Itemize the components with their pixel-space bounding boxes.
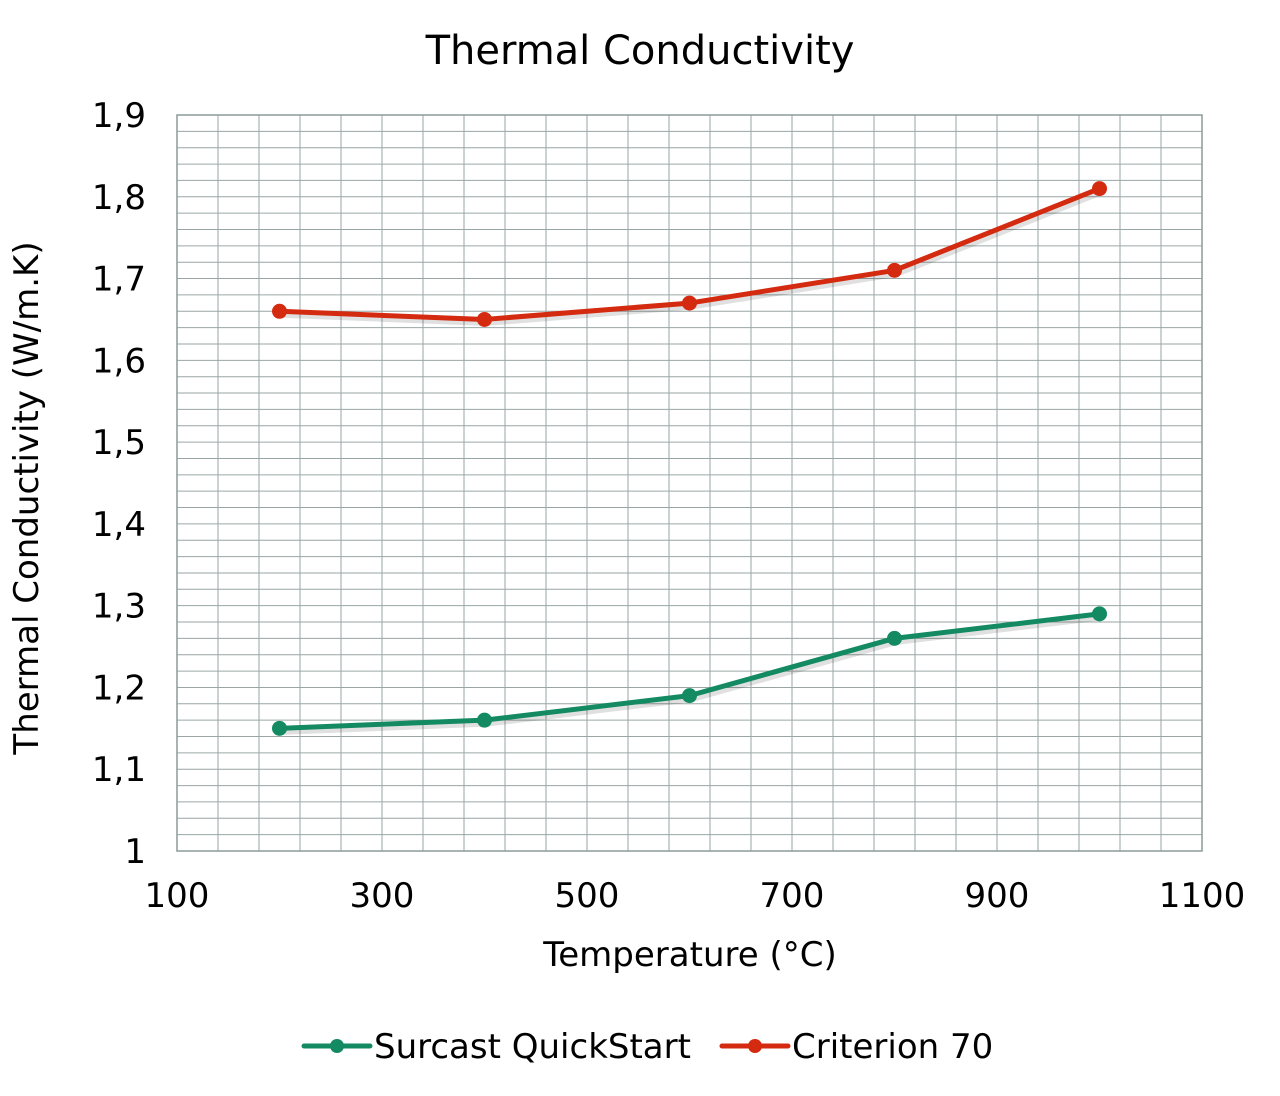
y-tick-label: 1,3: [92, 587, 146, 627]
legend-marker-criterion-70: [748, 1039, 762, 1053]
y-tick-label: 1,9: [92, 96, 146, 136]
legend-item-surcast-quickstart: Surcast QuickStart: [301, 1027, 691, 1067]
legend-marker-surcast-quickstart: [330, 1039, 344, 1053]
y-tick-label: 1,2: [92, 668, 146, 708]
legend-label-surcast-quickstart: Surcast QuickStart: [374, 1027, 691, 1067]
data-point: [887, 262, 902, 278]
x-axis-ticks: 100 300 500 700 900 1100: [145, 876, 1246, 916]
chart-title: Thermal Conductivity: [425, 28, 855, 74]
legend-label-criterion-70: Criterion 70: [792, 1027, 993, 1067]
x-axis-label: Temperature (°C): [542, 935, 836, 975]
legend: Surcast QuickStart Criterion 70: [301, 1027, 993, 1067]
data-point: [682, 688, 697, 704]
data-point: [1092, 606, 1107, 622]
data-point: [682, 295, 697, 311]
x-tick-label: 100: [145, 876, 210, 916]
y-tick-label: 1,8: [92, 178, 146, 218]
y-tick-label: 1: [124, 832, 146, 872]
data-point: [272, 303, 287, 319]
legend-item-criterion-70: Criterion 70: [719, 1027, 993, 1067]
series-layer: [272, 181, 1107, 736]
data-point: [1092, 181, 1107, 197]
series-line-shadow: [281, 613, 1102, 735]
x-tick-label: 700: [760, 876, 825, 916]
y-tick-label: 1,6: [92, 341, 146, 381]
y-tick-label: 1,7: [92, 260, 146, 300]
data-point: [272, 720, 287, 736]
y-tick-label: 1,4: [92, 505, 146, 545]
plot-area-border: [176, 114, 1203, 852]
y-tick-label: 1,1: [92, 750, 146, 790]
data-point: [887, 630, 902, 646]
y-axis-ticks: 1 1,1 1,2 1,3 1,4 1,5 1,6 1,7 1,8 1,9: [92, 96, 146, 872]
x-tick-label: 900: [965, 876, 1030, 916]
x-tick-label: 500: [555, 876, 620, 916]
data-point: [477, 712, 492, 728]
grid: [177, 115, 1202, 851]
x-tick-label: 1100: [1159, 876, 1246, 916]
data-point: [477, 311, 492, 327]
y-axis-label: Thermal Conductivity (W/m.K): [7, 241, 47, 755]
y-tick-label: 1,5: [92, 423, 146, 463]
x-tick-label: 300: [350, 876, 415, 916]
